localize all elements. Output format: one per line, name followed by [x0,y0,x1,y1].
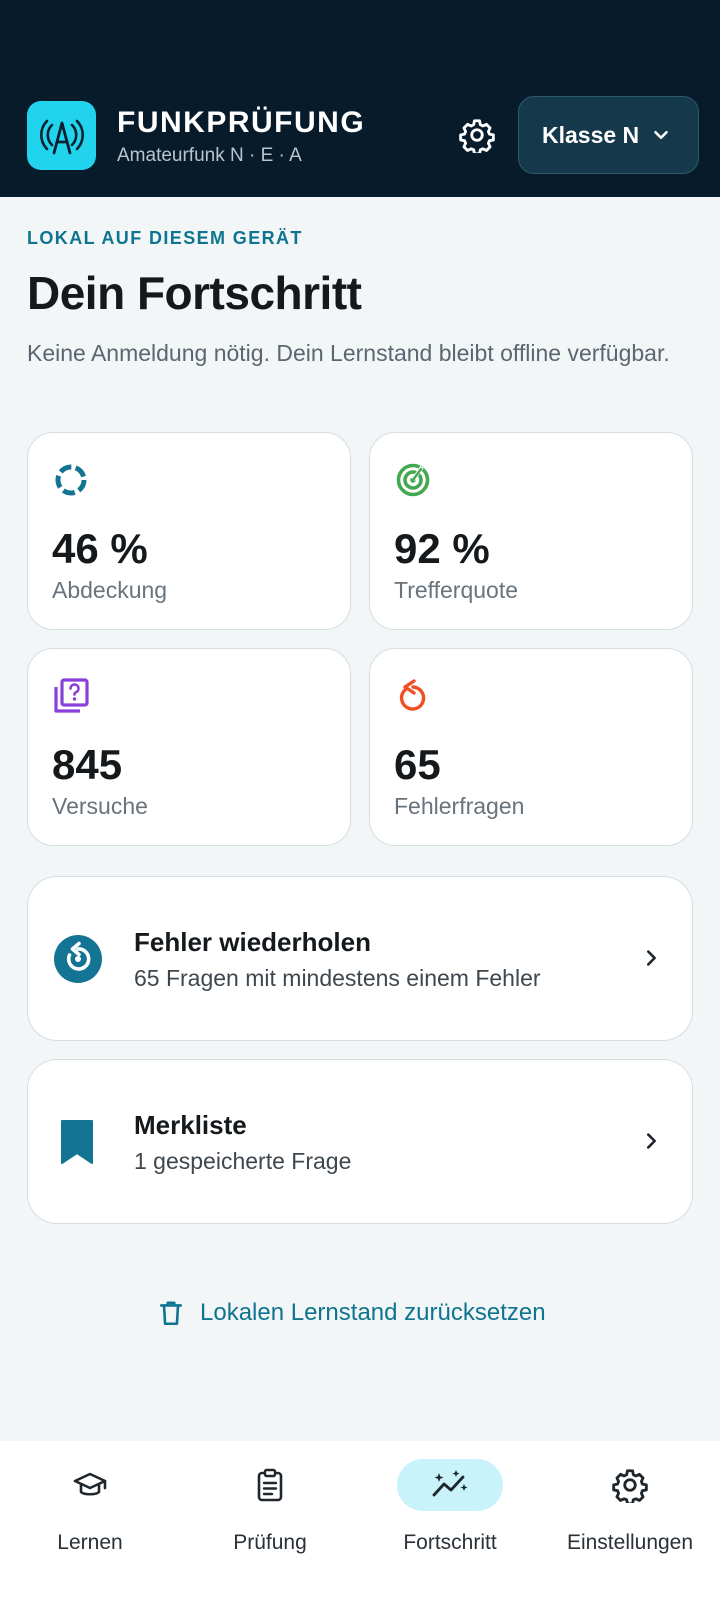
nav-item-lernen[interactable]: Lernen [0,1441,180,1601]
nav-item-pruefung[interactable]: Prüfung [180,1441,360,1601]
nav-icon-wrap [217,1459,323,1511]
stat-card-hit-rate: 92 % Trefferquote [369,432,693,630]
page-title: Dein Fortschritt [27,267,362,319]
stat-value: 65 [394,741,441,788]
nav-label: Fortschritt [403,1531,497,1554]
app-title: FUNKPRÜFUNG [117,106,366,139]
gear-icon [612,1469,648,1503]
nav-label: Einstellungen [566,1531,694,1554]
class-select-value: Klasse N [542,121,640,148]
nav-item-fortschritt[interactable]: Fortschritt [360,1441,540,1601]
section-eyebrow: LOKAL AUF DIESEM GERÄT [27,228,303,248]
class-select[interactable]: Klasse N [518,96,699,174]
graduation-cap-icon [73,1472,107,1496]
chevron-down-icon [654,130,668,140]
bookmarks-card[interactable]: Merkliste 1 gespeicherte Frage [27,1059,693,1224]
bottom-navigation: Lernen Prüfung Fortschritt [0,1441,720,1601]
action-title: Merkliste [134,1110,247,1140]
bookmark-icon [61,1120,93,1164]
nav-icon-wrap [577,1459,683,1511]
nav-icon-wrap [37,1459,143,1511]
app-subtitle: Amateurfunk N · E · A [117,145,302,166]
target-icon [396,463,430,497]
reset-progress-label: Lokalen Lernstand zurücksetzen [200,1299,546,1326]
app-header: FUNKPRÜFUNG Amateurfunk N · E · A Klasse… [0,0,720,197]
radio-tower-icon [39,119,84,154]
stat-label: Abdeckung [52,577,168,603]
stat-value: 845 [52,741,123,788]
stat-card-error-questions: 65 Fehlerfragen [369,648,693,846]
question-stack-icon [54,678,89,713]
replay-circle-icon [54,935,102,983]
stat-value: 46 % [52,525,148,572]
retry-icon [399,679,426,711]
trend-sparkle-icon [432,1470,468,1497]
chevron-right-icon [646,1133,656,1149]
action-subtitle: 65 Fragen mit mindestens einem Fehler [134,965,541,991]
nav-icon-wrap-active [397,1459,503,1511]
reset-progress-link[interactable]: Lokalen Lernstand zurücksetzen [158,1295,546,1331]
stat-label: Trefferquote [394,577,519,603]
settings-button[interactable] [456,114,498,156]
app-logo [27,101,96,170]
stat-label: Fehlerfragen [394,793,525,819]
nav-label: Lernen [57,1531,123,1554]
stat-card-coverage: 46 % Abdeckung [27,432,351,630]
action-title: Fehler wiederholen [134,927,371,957]
progress-ring-icon [55,464,87,496]
stat-value: 92 % [394,525,490,572]
nav-label: Prüfung [233,1531,307,1554]
repeat-errors-card[interactable]: Fehler wiederholen 65 Fragen mit mindest… [27,876,693,1041]
action-subtitle: 1 gespeicherte Frage [134,1148,352,1174]
chevron-right-icon [646,950,656,966]
trash-icon [160,1301,182,1326]
stat-card-attempts: 845 Versuche [27,648,351,846]
gear-icon [459,119,495,153]
nav-item-einstellungen[interactable]: Einstellungen [540,1441,720,1601]
page-description: Keine Anmeldung nötig. Dein Lernstand bl… [27,340,670,366]
clipboard-icon [257,1468,283,1502]
stat-label: Versuche [52,793,148,819]
